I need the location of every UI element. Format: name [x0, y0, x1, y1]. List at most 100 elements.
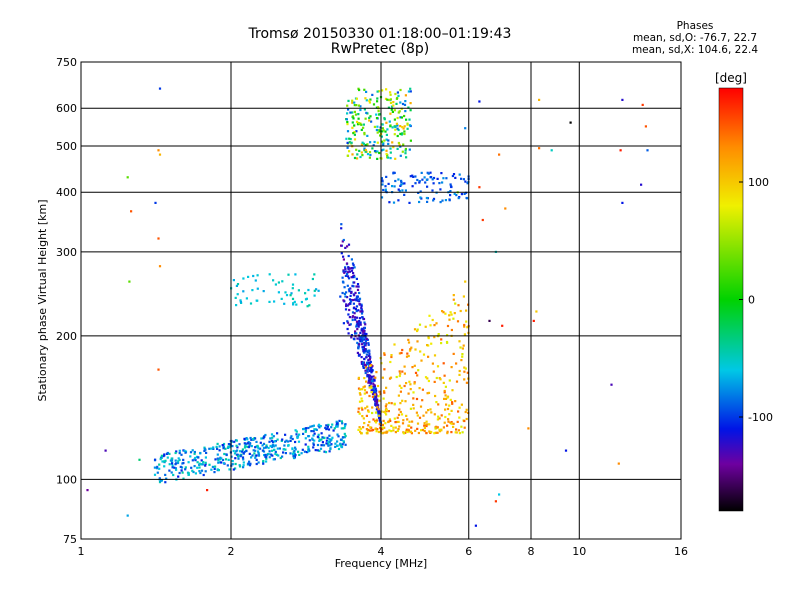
- data-point: [379, 134, 382, 137]
- data-point: [619, 149, 622, 152]
- data-point: [409, 407, 412, 410]
- data-point: [284, 452, 287, 455]
- data-point: [344, 274, 347, 277]
- data-point: [394, 431, 397, 434]
- data-point: [400, 183, 403, 186]
- data-point: [285, 294, 289, 297]
- data-point: [360, 306, 363, 309]
- data-point: [444, 397, 448, 400]
- data-point: [389, 93, 392, 96]
- data-point: [377, 395, 380, 398]
- data-point: [425, 178, 428, 181]
- data-point: [446, 334, 449, 337]
- data-point: [373, 398, 377, 401]
- data-point: [466, 326, 469, 329]
- data-point: [342, 258, 345, 261]
- data-point: [391, 141, 394, 144]
- data-point: [376, 141, 379, 144]
- data-point: [462, 178, 465, 181]
- data-point: [246, 445, 249, 448]
- data-point: [184, 451, 187, 454]
- data-point: [369, 374, 372, 377]
- data-point: [436, 426, 439, 429]
- data-point: [168, 452, 171, 455]
- data-point: [443, 374, 446, 377]
- data-point: [265, 454, 268, 457]
- data-point: [478, 100, 481, 103]
- data-point: [213, 467, 216, 470]
- data-point: [441, 181, 444, 184]
- data-point: [400, 107, 403, 110]
- data-point: [346, 296, 349, 299]
- data-point: [261, 449, 264, 452]
- data-point: [157, 149, 160, 152]
- data-point: [405, 428, 408, 431]
- data-point: [395, 375, 398, 379]
- data-point: [386, 154, 389, 157]
- data-point: [383, 426, 386, 429]
- data-point: [354, 291, 357, 294]
- data-point: [325, 442, 328, 445]
- data-point: [264, 433, 267, 437]
- data-point: [438, 428, 441, 431]
- data-point: [432, 182, 435, 185]
- data-point: [363, 133, 366, 136]
- data-point: [158, 481, 162, 484]
- data-point: [421, 388, 424, 391]
- data-point: [373, 379, 376, 382]
- data-point: [438, 417, 441, 420]
- data-point: [412, 407, 415, 410]
- data-point: [466, 371, 469, 374]
- data-point: [328, 434, 331, 437]
- data-point: [157, 237, 160, 240]
- y-tick-label: 600: [56, 102, 77, 115]
- data-point: [429, 324, 432, 327]
- data-point: [357, 117, 360, 120]
- data-point: [392, 426, 395, 429]
- data-point: [243, 437, 246, 440]
- data-point: [407, 354, 410, 358]
- data-point: [216, 442, 219, 445]
- data-point: [390, 354, 393, 357]
- data-point: [232, 449, 235, 453]
- data-point: [407, 338, 410, 341]
- data-point: [375, 430, 378, 433]
- data-point: [367, 379, 370, 382]
- data-point: [401, 150, 404, 153]
- data-point: [409, 383, 412, 386]
- data-point: [313, 439, 316, 442]
- data-point: [245, 297, 248, 300]
- data-point: [357, 87, 360, 90]
- data-point: [217, 461, 220, 464]
- data-point: [276, 432, 279, 435]
- data-point: [376, 90, 379, 93]
- data-point: [363, 326, 366, 329]
- data-point: [327, 444, 330, 447]
- data-point: [459, 309, 462, 313]
- data-point: [269, 444, 272, 448]
- data-point: [451, 389, 454, 392]
- data-point: [383, 391, 386, 394]
- data-point: [408, 349, 412, 352]
- data-point: [330, 426, 333, 429]
- y-tick-label: 300: [56, 246, 77, 259]
- data-point: [349, 138, 352, 141]
- data-point: [396, 147, 399, 150]
- data-point: [262, 462, 265, 465]
- data-point: [425, 196, 428, 200]
- data-point: [378, 419, 381, 422]
- data-point: [394, 92, 397, 96]
- data-point: [178, 471, 181, 475]
- data-point: [241, 448, 244, 451]
- data-point: [158, 153, 162, 156]
- data-point: [370, 120, 373, 123]
- data-point: [267, 446, 270, 450]
- data-point: [366, 373, 369, 376]
- data-point: [289, 436, 292, 439]
- data-point: [456, 320, 460, 323]
- data-point: [393, 402, 396, 405]
- data-point: [287, 440, 290, 443]
- data-point: [369, 429, 372, 432]
- data-point: [314, 449, 317, 452]
- data-point: [368, 377, 371, 380]
